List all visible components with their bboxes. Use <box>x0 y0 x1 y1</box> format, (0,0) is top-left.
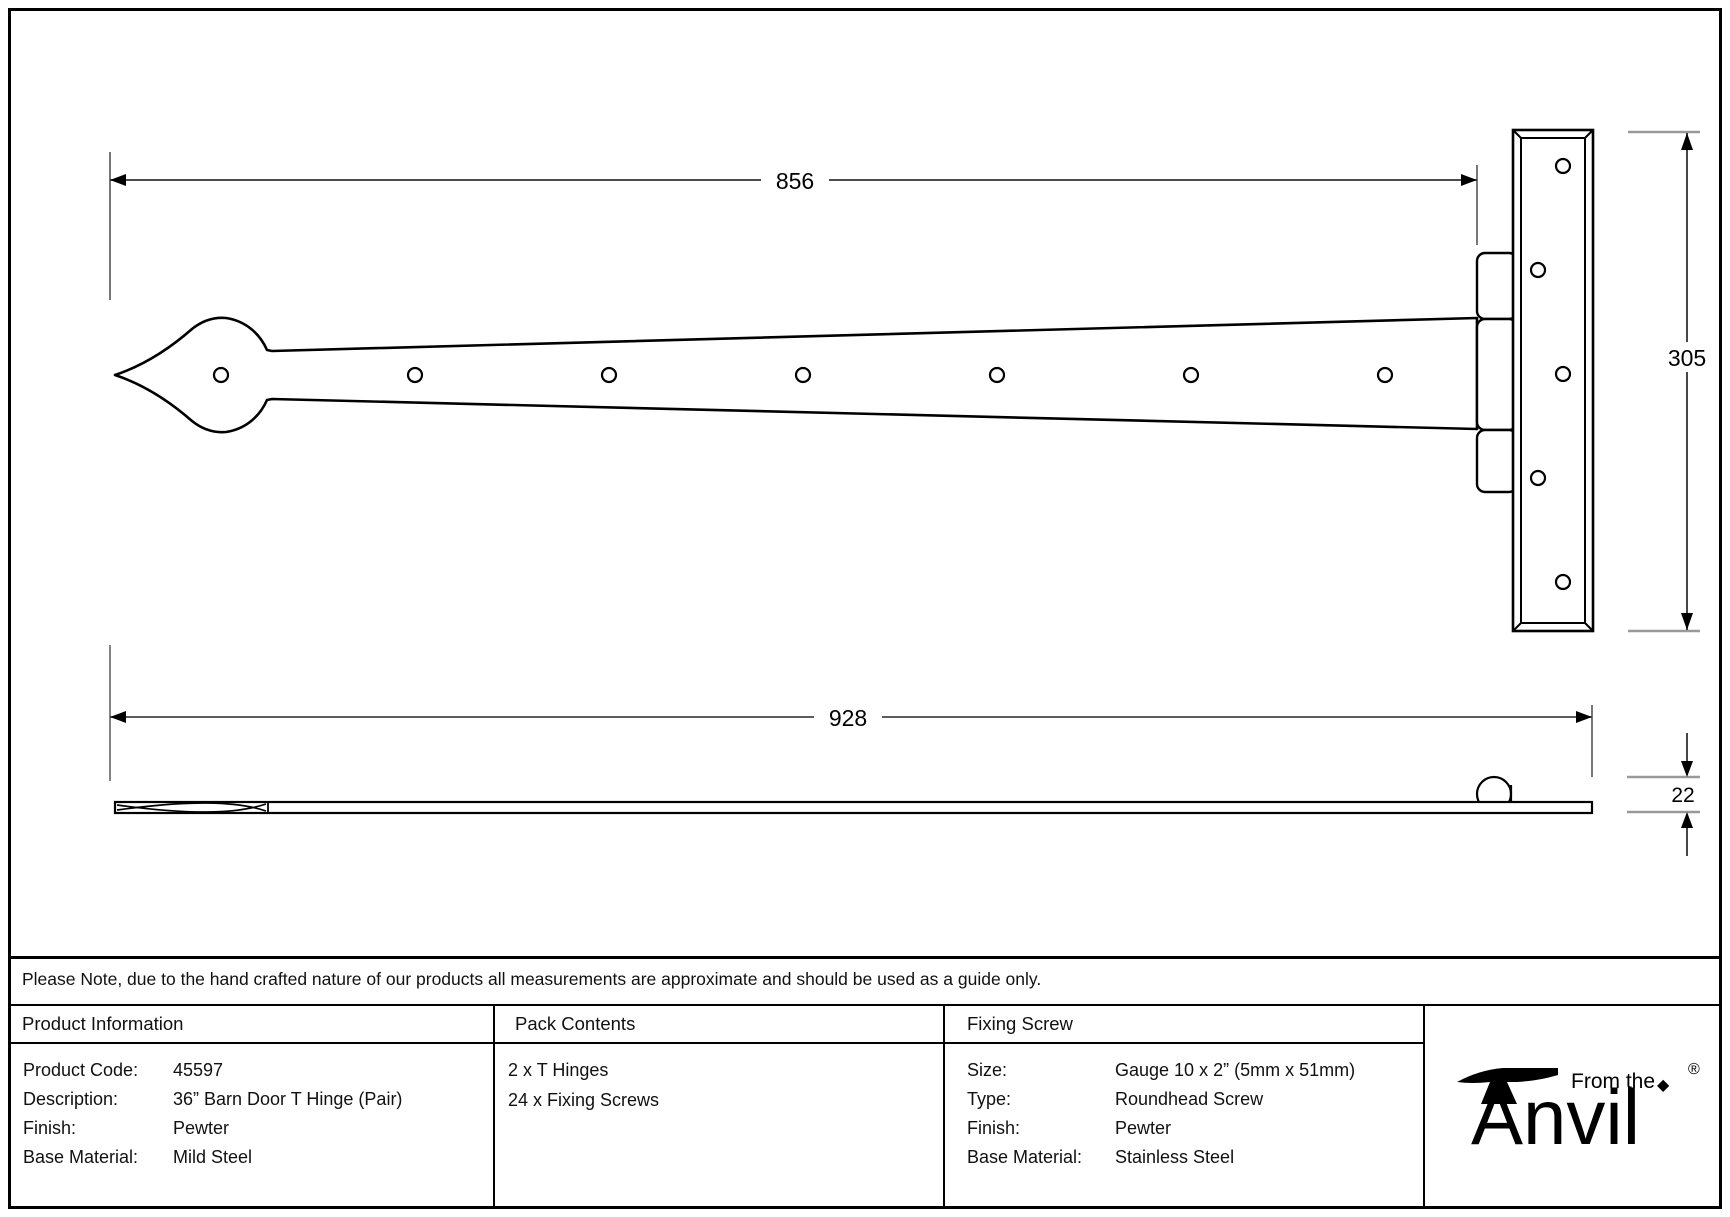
page-border-frame <box>8 8 1722 1209</box>
anvil-icon <box>1457 1068 1558 1104</box>
pack-contents-item: 2 x T Hinges <box>508 1060 609 1080</box>
strap-screw-holes <box>212 366 1394 384</box>
dimension-label-928: 928 <box>829 705 867 731</box>
spec-row-label: Finish: <box>23 1118 77 1138</box>
hinge-side-view <box>113 775 1594 815</box>
hinge-knuckles <box>1475 251 1519 494</box>
logo-registered-mark: ® <box>1688 1061 1700 1078</box>
spec-row-label: Finish: <box>967 1118 1021 1138</box>
table-divider-3 <box>1423 1004 1425 1209</box>
measurement-note: Please Note, due to the hand crafted nat… <box>22 969 1042 989</box>
logo-diamond-glyph: ◆ <box>1657 1077 1670 1094</box>
table-border-top <box>8 956 1722 959</box>
table-divider-2 <box>943 1004 945 1209</box>
spec-row-value: Stainless Steel <box>1115 1147 1235 1167</box>
dimension-928: 928 <box>109 645 1593 781</box>
spec-row-label: Description: <box>23 1089 119 1109</box>
hinge-back-plate <box>1511 128 1595 633</box>
spec-row-value: Gauge 10 x 2” (5mm x 51mm) <box>1115 1060 1356 1080</box>
spec-row-value: 45597 <box>173 1060 224 1080</box>
spec-row-label: Base Material: <box>23 1147 139 1167</box>
from-the-anvil-logo: Anvil From the ◆ ® <box>1457 1061 1700 1158</box>
header-fixing-screw: Fixing Screw <box>967 1013 1073 1034</box>
dimension-856: 856 <box>109 152 1478 300</box>
spec-row-value: 36” Barn Door T Hinge (Pair) <box>173 1089 403 1109</box>
table-divider-1 <box>493 1004 495 1209</box>
spec-row-value: Pewter <box>173 1118 230 1138</box>
spec-row-value: Mild Steel <box>173 1147 253 1167</box>
dimension-305: 305 <box>1628 130 1718 633</box>
spec-row-label: Size: <box>967 1060 1008 1080</box>
dimension-label-856: 856 <box>776 168 814 194</box>
plate-screw-holes <box>1529 157 1572 591</box>
table-border-header-bottom <box>8 1042 1423 1044</box>
pack-contents-item: 24 x Fixing Screws <box>508 1090 660 1110</box>
spec-row-label: Type: <box>967 1089 1012 1109</box>
logo-brand-text: Anvil <box>1471 1073 1640 1158</box>
header-product-information: Product Information <box>22 1013 184 1034</box>
table-border-header-top <box>8 1004 1722 1006</box>
logo-from-the-text: From the <box>1571 1070 1655 1093</box>
spec-row-value: Roundhead Screw <box>1115 1089 1264 1109</box>
dimension-label-22: 22 <box>1671 784 1694 807</box>
dimension-label-305: 305 <box>1668 345 1706 371</box>
spec-row-label: Base Material: <box>967 1147 1083 1167</box>
dimension-22: 22 <box>1627 733 1700 856</box>
spec-row-label: Product Code: <box>23 1060 139 1080</box>
header-pack-contents: Pack Contents <box>515 1013 636 1034</box>
technical-drawing: 856 305 928 <box>109 128 1718 856</box>
spec-row-value: Pewter <box>1115 1118 1172 1138</box>
